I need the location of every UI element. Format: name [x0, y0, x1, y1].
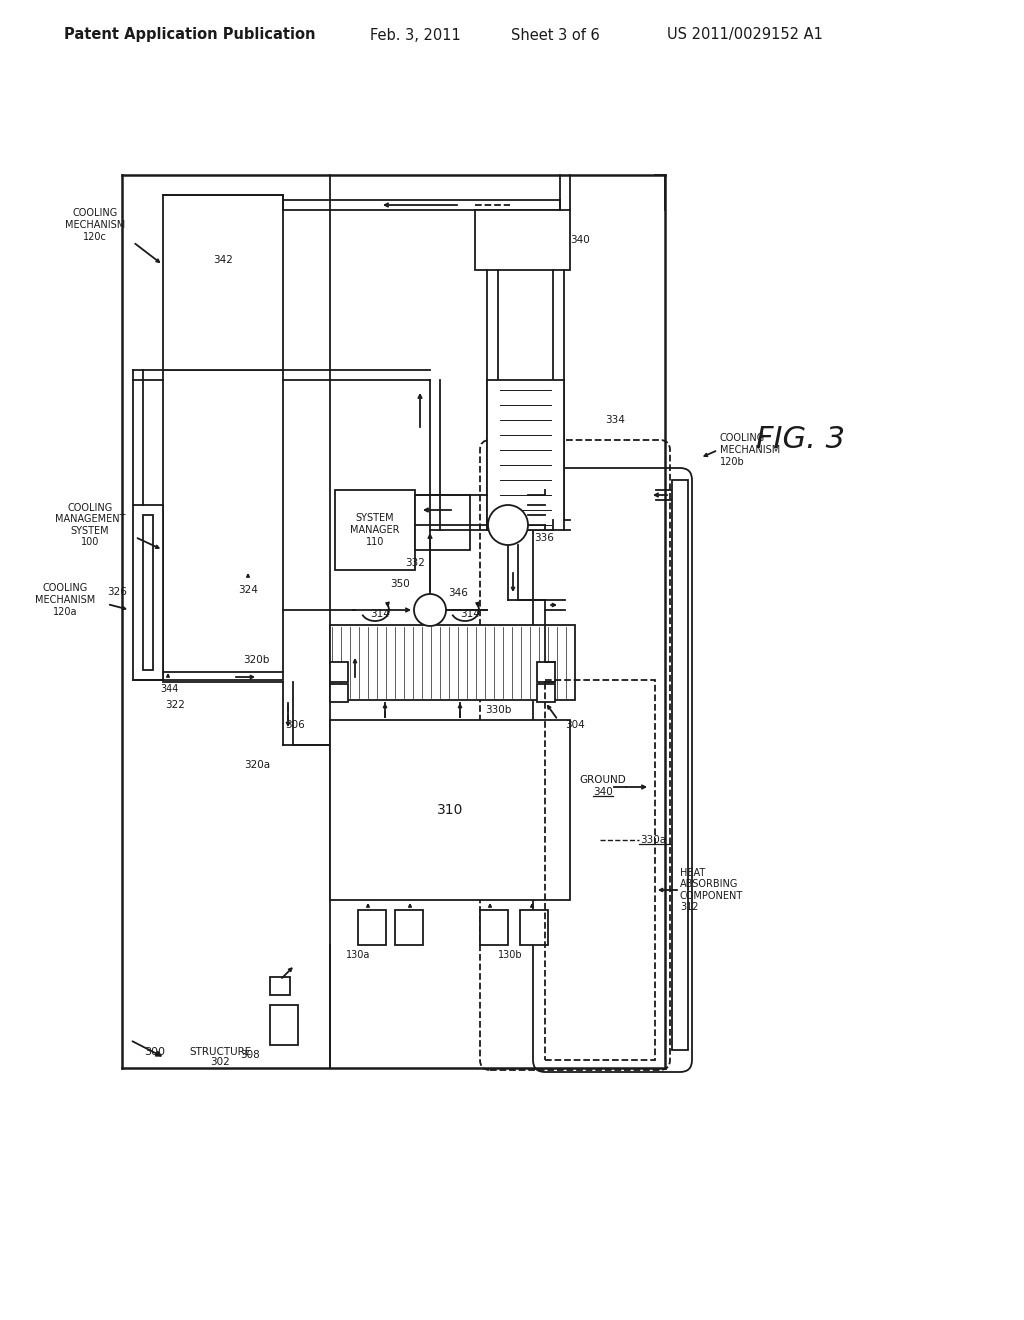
Text: COOLING
MECHANISM
120b: COOLING MECHANISM 120b: [720, 433, 780, 466]
Bar: [330, 684, 348, 702]
Bar: [395, 909, 423, 945]
Bar: [335, 490, 415, 570]
Text: 326: 326: [108, 587, 127, 597]
Text: Feb. 3, 2011: Feb. 3, 2011: [370, 28, 461, 42]
Text: STRUCTURE: STRUCTURE: [188, 1047, 251, 1057]
Bar: [270, 1005, 298, 1045]
Bar: [415, 495, 470, 550]
Bar: [672, 480, 688, 1049]
Text: 336: 336: [534, 533, 554, 543]
Text: COOLING
MECHANISM
120a: COOLING MECHANISM 120a: [35, 583, 95, 616]
Text: COOLING
MANAGEMENT
SYSTEM
100: COOLING MANAGEMENT SYSTEM 100: [54, 503, 125, 548]
Text: 302: 302: [210, 1057, 229, 1067]
Bar: [330, 624, 575, 700]
Text: 314: 314: [370, 609, 390, 619]
Text: 130a: 130a: [346, 950, 371, 960]
Bar: [330, 663, 348, 682]
Text: 314: 314: [460, 609, 480, 619]
FancyBboxPatch shape: [480, 440, 670, 1071]
Text: SYSTEM
MANAGER
110: SYSTEM MANAGER 110: [350, 513, 399, 546]
Bar: [475, 210, 570, 271]
Bar: [480, 909, 508, 945]
Text: 344: 344: [160, 684, 178, 694]
Text: 350: 350: [390, 579, 410, 589]
Text: GROUND: GROUND: [580, 775, 627, 785]
Bar: [163, 370, 283, 680]
Text: COOLING
MECHANISM
120c: COOLING MECHANISM 120c: [65, 209, 125, 242]
Text: Sheet 3 of 6: Sheet 3 of 6: [511, 28, 599, 42]
Bar: [537, 663, 555, 682]
Text: Patent Application Publication: Patent Application Publication: [65, 28, 315, 42]
Text: HEAT
ABSORBING
COMPONENT
312: HEAT ABSORBING COMPONENT 312: [680, 867, 743, 912]
Bar: [163, 195, 283, 370]
Text: 308: 308: [240, 1049, 260, 1060]
Text: 340: 340: [593, 787, 613, 797]
Circle shape: [488, 506, 528, 545]
Text: 322: 322: [165, 700, 185, 710]
Text: 334: 334: [605, 414, 625, 425]
Text: 130b: 130b: [498, 950, 522, 960]
Text: 330a: 330a: [640, 836, 667, 845]
Text: 306: 306: [286, 719, 305, 730]
Bar: [537, 684, 555, 702]
Bar: [133, 506, 163, 680]
Text: 320a: 320a: [244, 760, 270, 770]
Text: 332: 332: [406, 558, 425, 568]
Text: 346: 346: [449, 587, 468, 598]
Bar: [487, 380, 564, 531]
Bar: [143, 515, 153, 671]
Text: 310: 310: [437, 803, 463, 817]
Text: 320b: 320b: [244, 655, 270, 665]
Bar: [358, 909, 386, 945]
Bar: [545, 680, 655, 1060]
Bar: [330, 719, 570, 900]
Text: 324: 324: [238, 585, 258, 595]
Circle shape: [414, 594, 446, 626]
Text: 342: 342: [213, 255, 232, 265]
Text: US 2011/0029152 A1: US 2011/0029152 A1: [667, 28, 823, 42]
Text: 304: 304: [565, 719, 585, 730]
Text: FIG. 3: FIG. 3: [756, 425, 845, 454]
Bar: [270, 977, 290, 995]
Text: 340: 340: [570, 235, 590, 246]
Text: 330b: 330b: [484, 705, 511, 715]
Text: 300: 300: [144, 1047, 166, 1057]
Bar: [520, 909, 548, 945]
